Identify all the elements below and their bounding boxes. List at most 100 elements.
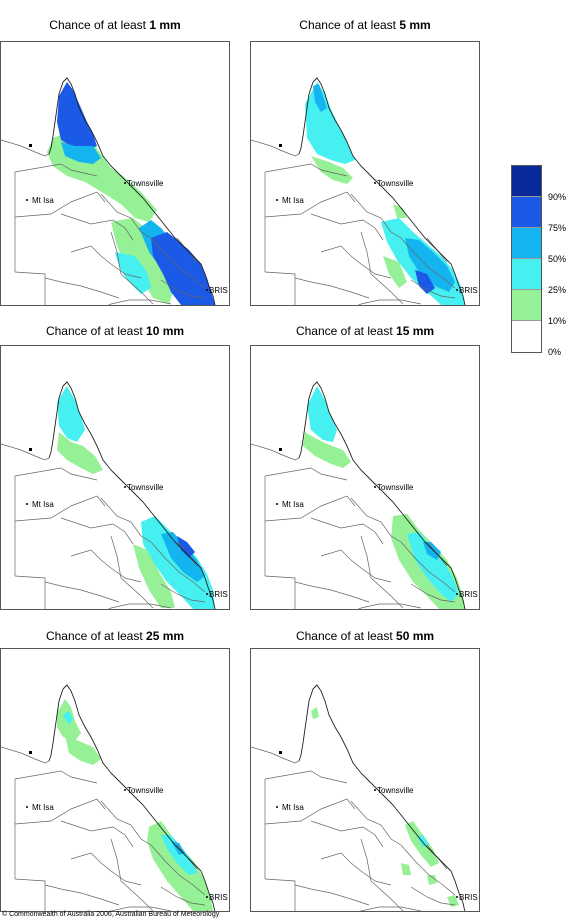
coastline (62, 77, 216, 305)
probability-region (133, 544, 175, 608)
place-dot (26, 199, 28, 201)
coastline (312, 684, 466, 911)
district-boundary (400, 844, 456, 896)
probability-region (393, 204, 407, 218)
district-boundary (160, 279, 206, 299)
district-boundary (264, 191, 356, 218)
place-dot (276, 806, 278, 808)
rainfall-map: Townsville Mt Isa BRIS (251, 381, 478, 609)
place-dot (124, 789, 126, 791)
place-label-townsville: Townsville (127, 483, 164, 492)
probability-region (383, 256, 407, 288)
district-boundary (14, 467, 98, 481)
probability-region (423, 542, 441, 560)
probability-region (57, 386, 85, 442)
coastline (298, 81, 314, 155)
panel-title: Chance of at least 25 mm (45, 629, 185, 643)
district-boundary (410, 279, 456, 299)
district-boundary (14, 495, 106, 522)
copyright-footer: © Commonwealth of Australia 2006, Austra… (2, 911, 220, 918)
probability-region (63, 711, 73, 725)
district-boundary (14, 163, 98, 177)
district-boundary (44, 277, 120, 299)
coastline (1, 139, 50, 157)
probability-region (303, 432, 351, 468)
coastline (1, 746, 50, 764)
island-marker (279, 144, 282, 147)
place-dot (206, 593, 208, 595)
place-label-mt_isa: Mt Isa (32, 196, 54, 205)
legend-label: 25% (548, 285, 567, 295)
probability-region (311, 707, 319, 719)
probability-region (61, 142, 101, 164)
panel-15mm: Chance of at least 15 mm Townsville Mt Is… (250, 324, 480, 614)
coastline (312, 77, 466, 305)
district-boundary (14, 798, 106, 825)
district-boundary (360, 838, 372, 882)
district-boundary (264, 467, 348, 481)
place-label-brisbane: BRIS (459, 286, 478, 295)
place-label-townsville: Townsville (127, 179, 164, 188)
panel-5mm: Chance of at least 5 mm Townsville Mt Isa… (250, 18, 480, 308)
district-boundary (14, 191, 106, 218)
panel-title: Chance of at least 15 mm (295, 324, 435, 338)
map-frame: Townsville Mt Isa BRIS (0, 41, 230, 306)
district-boundary (120, 577, 154, 609)
district-boundary (264, 878, 296, 911)
district-boundary (107, 299, 172, 305)
district-boundary (320, 549, 392, 583)
place-dot (206, 896, 208, 898)
coastline (1, 443, 50, 461)
place-dot (456, 896, 458, 898)
legend-label: 0% (548, 347, 562, 357)
rainfall-map: Townsville Mt Isa BRIS (1, 77, 228, 305)
probability-region (415, 270, 435, 294)
place-dot (124, 486, 126, 488)
probability-region (57, 432, 103, 474)
district-boundary (14, 271, 46, 305)
district-boundary (107, 603, 172, 609)
panel-1mm: Chance of at least 1 mm Townsville Mt Isa… (0, 18, 230, 308)
district-boundary (310, 213, 384, 241)
probability-region (405, 238, 455, 292)
district-boundary (60, 213, 134, 241)
district-boundary (120, 880, 154, 911)
rainfall-map: Townsville Mt Isa BRIS (251, 77, 478, 305)
map-frame: Townsville Mt Isa BRIS (250, 345, 480, 610)
district-boundary (100, 497, 152, 543)
legend-swatch-10 (512, 290, 541, 321)
panel-10mm: Chance of at least 10 mm Townsville Mt Is… (0, 324, 230, 614)
district-boundary (370, 273, 404, 305)
district-boundary (60, 517, 134, 545)
rainfall-map: Townsville Mt Isa BRIS (1, 684, 228, 911)
district-boundary (70, 549, 142, 583)
district-boundary (350, 800, 402, 846)
probability-region (111, 218, 173, 304)
probability-region (311, 156, 353, 184)
district-boundary (310, 517, 384, 545)
district-boundary (264, 798, 356, 825)
place-label-townsville: Townsville (377, 786, 414, 795)
district-boundary (264, 495, 356, 522)
island-marker (29, 144, 32, 147)
probability-region (313, 84, 327, 112)
coastline (251, 139, 300, 157)
district-boundary (70, 245, 142, 279)
place-dot (374, 182, 376, 184)
district-boundary (150, 844, 206, 896)
district-boundary (44, 884, 120, 906)
district-boundary (100, 800, 152, 846)
island-marker (279, 751, 282, 754)
panel-50mm: Chance of at least 50 mm Townsville Mt Is… (250, 629, 480, 919)
probability-region (115, 252, 151, 294)
legend-label: 10% (548, 316, 567, 326)
place-label-townsville: Townsville (377, 179, 414, 188)
legend-label: 75% (548, 223, 567, 233)
probability-region (161, 532, 205, 582)
legend (511, 165, 542, 353)
place-dot (276, 503, 278, 505)
coastline (48, 385, 64, 459)
district-boundary (160, 886, 206, 906)
place-dot (456, 593, 458, 595)
district-boundary (110, 231, 122, 275)
